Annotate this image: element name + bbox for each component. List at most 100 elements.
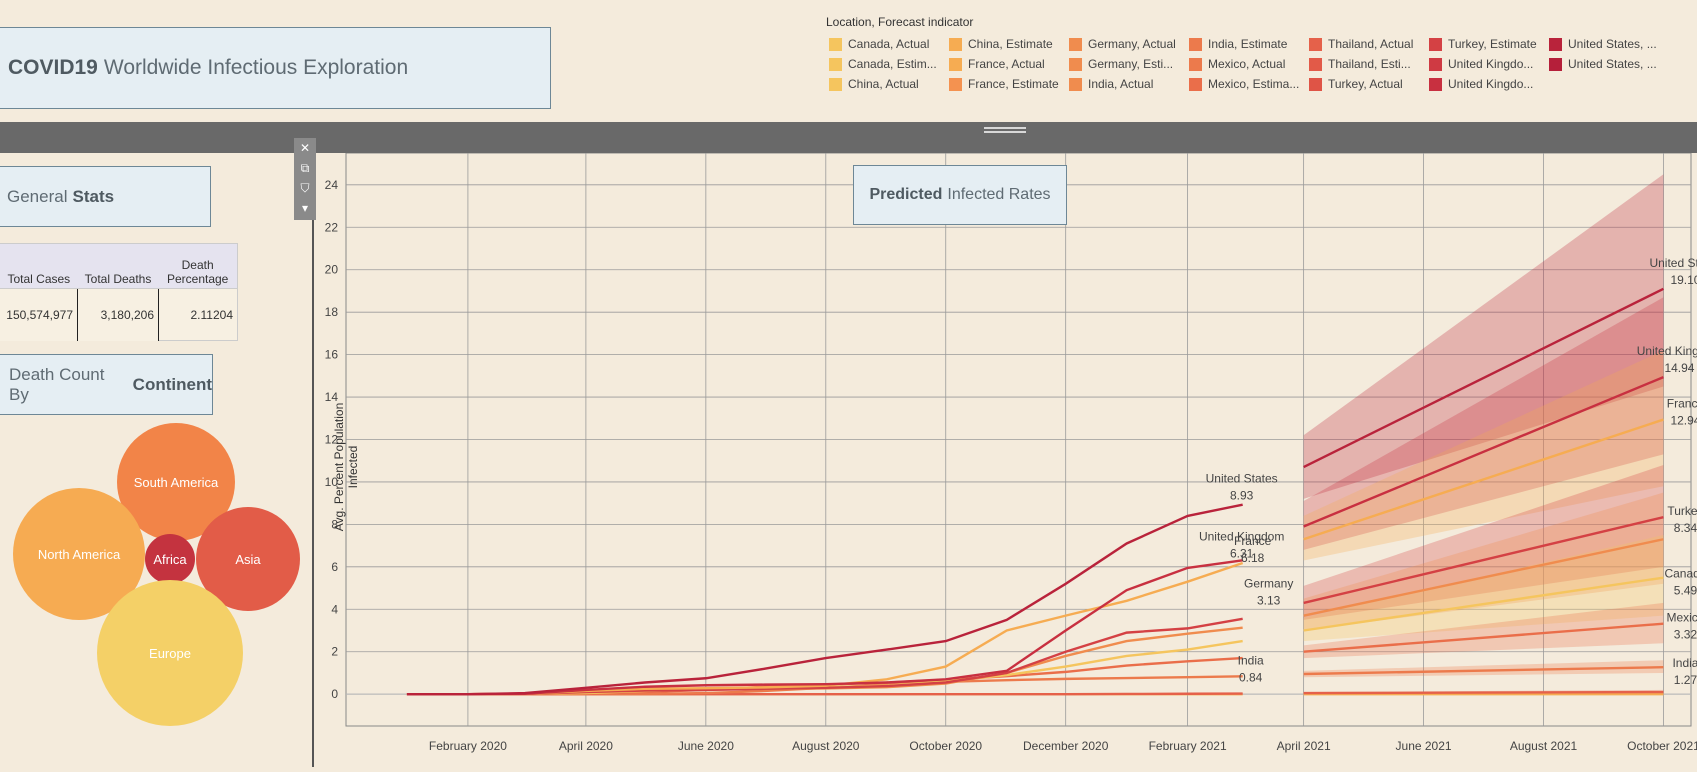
legend-swatch <box>1309 57 1322 71</box>
x-tick-label: August 2020 <box>792 739 860 753</box>
drag-handle-icon[interactable] <box>984 127 1026 135</box>
bubble-africa[interactable]: Africa <box>145 534 195 584</box>
legend-grid: Canada, Actual Canada, Estim... China, Act… <box>826 34 1696 94</box>
legend-item[interactable]: Canada, Estim... <box>826 54 946 74</box>
filter-icon[interactable]: ⛉ <box>300 181 310 195</box>
legend-label: Mexico, Estima... <box>1208 77 1300 91</box>
legend-item[interactable]: France, Estimate <box>946 74 1066 94</box>
data-label: 0.84 <box>1239 670 1263 684</box>
header-death-percentage: Death Percentage <box>166 258 229 286</box>
legend-swatch <box>1069 77 1082 91</box>
data-label: 1.27 <box>1674 673 1697 687</box>
legend-swatch <box>1429 57 1442 71</box>
legend-title: Location, Forecast indicator <box>826 15 974 29</box>
y-tick-label: 0 <box>331 687 338 701</box>
legend-item[interactable]: Turkey, Estimate <box>1426 34 1546 54</box>
predicted-infected-rates-chart: 0 2 4 6 8 10 12 14 16 18 20 22 24 February 2020 April … <box>316 152 1697 767</box>
legend-item[interactable]: India, Actual <box>1066 74 1186 94</box>
dashboard-title-bold: COVID19 <box>8 56 98 79</box>
more-options-icon[interactable]: ▾ <box>301 201 309 215</box>
y-tick-label: 22 <box>325 220 339 234</box>
data-label: France <box>1234 534 1272 548</box>
legend-swatch <box>1429 77 1442 91</box>
legend-item[interactable]: Germany, Actual <box>1066 34 1186 54</box>
legend-item[interactable]: France, Actual <box>946 54 1066 74</box>
legend-item[interactable]: Thailand, Actual <box>1306 34 1426 54</box>
popout-icon[interactable]: ⧉ <box>300 161 310 175</box>
left-panel: General Stats Total Cases Total Deaths D… <box>0 153 314 767</box>
legend-item[interactable]: Mexico, Estima... <box>1186 74 1306 94</box>
y-tick-label: 10 <box>325 475 339 489</box>
series-line-estimate <box>1303 418 1664 541</box>
data-label: 6.18 <box>1241 551 1265 565</box>
legend-label: India, Actual <box>1088 77 1154 91</box>
y-tick-label: 16 <box>325 348 339 362</box>
general-stats-title: General Stats <box>0 166 211 227</box>
legend-label: United States, ... <box>1568 57 1657 71</box>
legend-item[interactable]: United Kingdo... <box>1426 74 1546 94</box>
general-stats-title-plain: General <box>7 186 68 206</box>
legend-item[interactable]: Mexico, Actual <box>1186 54 1306 74</box>
forecast-band <box>1303 297 1664 550</box>
y-tick-label: 14 <box>325 390 339 404</box>
legend-swatch <box>949 77 962 91</box>
general-stats-title-bold: Stats <box>72 186 115 206</box>
data-label: 8.34 <box>1674 521 1697 535</box>
legend-label: France, Actual <box>968 57 1045 71</box>
legend-item[interactable]: Canada, Actual <box>826 34 946 54</box>
legend-label: United Kingdo... <box>1448 77 1534 91</box>
forecast-band <box>1303 535 1664 642</box>
bubble-europe[interactable]: Europe <box>97 580 243 726</box>
data-label: United States <box>1206 472 1278 486</box>
series-line-estimate <box>1303 538 1664 617</box>
legend-item[interactable]: United States, ... <box>1546 34 1666 54</box>
legend-item[interactable]: United States, ... <box>1546 54 1666 74</box>
series-line-actual <box>406 503 1243 696</box>
value-death-percentage[interactable]: 2.11204 <box>159 289 238 341</box>
stats-value-row[interactable]: 150,574,977 3,180,206 2.11204 <box>0 289 238 341</box>
legend-item[interactable]: Turkey, Actual <box>1306 74 1426 94</box>
legend-label: United States, ... <box>1568 37 1657 51</box>
x-tick-label: April 2021 <box>1277 739 1331 753</box>
death-count-title-plain: Death Count By <box>9 364 105 404</box>
y-tick-label: 24 <box>325 178 339 192</box>
data-label: 19.10 <box>1670 273 1697 287</box>
dashboard-divider-bar[interactable] <box>0 122 1697 153</box>
legend-swatch <box>829 57 842 71</box>
x-tick-label: August 2021 <box>1510 739 1578 753</box>
chart-title-rest: Infected Rates <box>947 186 1051 203</box>
chart-title: Predicted Infected Rates <box>853 165 1067 225</box>
header-total-deaths: Total Deaths <box>84 272 152 286</box>
y-tick-label: 20 <box>325 263 339 277</box>
dashboard-title: COVID19 Worldwide Infectious Exploration <box>0 27 551 109</box>
legend-item[interactable]: Thailand, Esti... <box>1306 54 1426 74</box>
x-tick-label: February 2020 <box>429 739 507 753</box>
series-line-estimate <box>1303 287 1665 469</box>
x-tick-label: December 2020 <box>1023 739 1109 753</box>
legend-label: India, Estimate <box>1208 37 1288 51</box>
close-icon[interactable]: ✕ <box>299 141 311 155</box>
value-total-deaths[interactable]: 3,180,206 <box>78 289 159 341</box>
legend-item[interactable]: India, Estimate <box>1186 34 1306 54</box>
value-total-cases[interactable]: 150,574,977 <box>0 289 78 341</box>
y-tick-label: 2 <box>331 645 338 659</box>
legend-swatch <box>829 37 842 51</box>
data-label: 3.13 <box>1257 594 1281 608</box>
legend-swatch <box>949 57 962 71</box>
legend-swatch <box>1069 57 1082 71</box>
death-count-title-bold: Continent <box>132 374 212 394</box>
legend-item[interactable]: Germany, Esti... <box>1066 54 1186 74</box>
data-label: 14.94 <box>1664 361 1694 375</box>
legend-swatch <box>1549 37 1562 51</box>
legend-label: France, Estimate <box>968 77 1059 91</box>
legend-swatch <box>949 37 962 51</box>
legend-item[interactable]: China, Estimate <box>946 34 1066 54</box>
data-label: 5.49 <box>1674 584 1697 598</box>
series-line-estimate <box>1303 375 1664 528</box>
series-line-estimate <box>1303 690 1664 695</box>
legend-item[interactable]: United Kingdo... <box>1426 54 1546 74</box>
data-label: Canada <box>1664 567 1697 581</box>
legend-item[interactable]: China, Actual <box>826 74 946 94</box>
y-tick-label: 8 <box>331 517 338 531</box>
